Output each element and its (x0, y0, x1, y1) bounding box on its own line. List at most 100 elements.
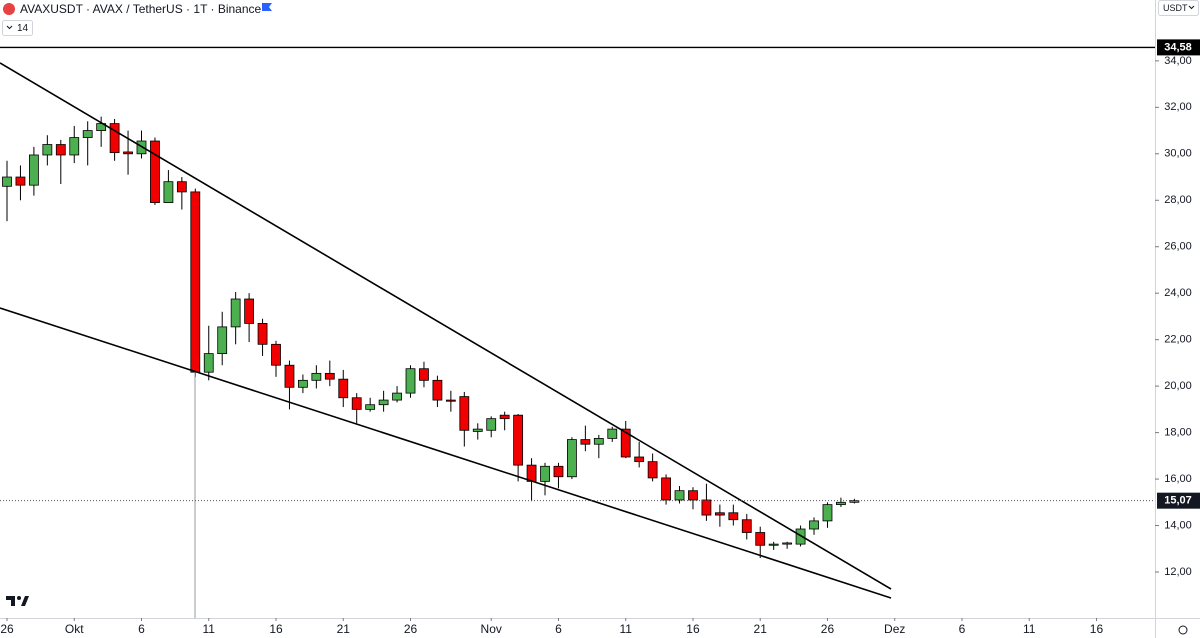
candle-body (768, 543, 779, 546)
candle-body (607, 428, 618, 439)
x-tick-label: 11 (1023, 622, 1036, 636)
candle-body (674, 490, 685, 501)
candle-body (15, 176, 26, 186)
x-tick-label: 11 (203, 622, 216, 636)
candle-body (580, 439, 591, 445)
candle-body (540, 465, 550, 482)
price-label: 34,58 (1164, 41, 1192, 53)
candle-body (351, 397, 362, 410)
candle-body (472, 428, 483, 432)
candle-body (109, 123, 120, 154)
logo (6, 596, 29, 606)
x-tick-label: 21 (337, 622, 351, 636)
last-price-box (1157, 492, 1200, 509)
plot-area (2, 116, 860, 559)
y-tick-label: 14,00 (1164, 519, 1192, 531)
x-tick-label: Dez (884, 622, 905, 636)
price-label-box (1157, 39, 1200, 56)
indicator-badge[interactable]: 14 (17, 23, 29, 34)
x-tick-label: 6 (138, 622, 145, 636)
candle-body (836, 501, 846, 506)
x-tick-label: 6 (555, 622, 562, 636)
candle-body (123, 151, 133, 155)
last-price-label: 15,07 (1164, 495, 1192, 507)
y-tick-label: 28,00 (1164, 194, 1192, 206)
candle-body (311, 372, 322, 381)
candle-body (28, 154, 39, 186)
candle-body (445, 399, 456, 402)
logo-part (21, 596, 29, 606)
candle-body (432, 379, 443, 401)
chevron (6, 25, 13, 30)
settings-icon (1178, 625, 1188, 635)
candle-body (82, 130, 93, 138)
candle-body (244, 298, 255, 324)
candle-body (593, 438, 604, 445)
lower-trend-line (0, 307, 892, 599)
overlay: 12,00 14,00 16,00 18,00 20,00 22,00 24,00 26,00… (0, 39, 1200, 636)
candle-body (190, 191, 201, 373)
x-tick-label: 26 (404, 622, 418, 636)
candle-body (365, 404, 376, 410)
candle-body (701, 499, 712, 516)
x-tick-label: 26 (0, 622, 14, 636)
y-tick-label: 18,00 (1164, 427, 1192, 439)
x-tick-label: 16 (686, 622, 700, 636)
y-tick-label: 30,00 (1164, 148, 1192, 160)
candle-body (755, 532, 766, 546)
currency-label[interactable]: USDT (1163, 3, 1188, 13)
candle-body (728, 512, 739, 521)
candle-body (405, 368, 416, 394)
logo-part (17, 596, 21, 600)
symbol-title: AVAXUSDT · AVAX / TetherUS · 1T · Binanc… (20, 2, 262, 16)
candle-body (553, 465, 564, 478)
chevron (1188, 5, 1195, 10)
candle-body (419, 368, 429, 381)
candle-body (634, 456, 645, 463)
candle-body (620, 428, 631, 458)
candle-body (378, 399, 389, 406)
candle-body (526, 464, 537, 482)
candle-body (459, 396, 470, 431)
candle-body (163, 181, 174, 203)
candle-body (203, 353, 214, 373)
candle-body (499, 414, 510, 420)
currency-box[interactable] (1158, 0, 1199, 16)
x-tick-label: 6 (959, 622, 966, 636)
x-tick-label: 26 (821, 622, 835, 636)
flag-icon[interactable] (262, 3, 272, 11)
x-tick-label: 16 (1090, 622, 1104, 636)
candle-body (661, 477, 671, 501)
upper-trend-line (0, 62, 892, 590)
x-tick-label: 11 (619, 622, 632, 636)
x-tick-label: Okt (65, 622, 84, 636)
candle-body (69, 137, 80, 156)
candle-body (822, 504, 833, 522)
indicator-badge-box[interactable] (2, 20, 33, 36)
candle-body (324, 372, 335, 380)
candle-body (298, 379, 308, 388)
y-tick-label: 16,00 (1164, 473, 1192, 485)
candle-body (271, 343, 281, 366)
candle-body (849, 500, 860, 503)
candle-body (55, 144, 66, 156)
logo-part (6, 596, 15, 606)
symbol-icon (3, 3, 15, 15)
candle-body (741, 519, 752, 533)
candle-body (257, 323, 268, 345)
candle-body (392, 392, 402, 401)
y-tick-label: 12,00 (1164, 566, 1192, 578)
candle-body (284, 364, 295, 388)
candle-body (230, 298, 241, 328)
candle-body (338, 378, 349, 399)
y-tick-label: 26,00 (1164, 241, 1192, 253)
candle-body (647, 461, 658, 479)
candle-body (688, 490, 698, 501)
candle-body (176, 181, 187, 193)
candle-body (150, 140, 160, 203)
y-tick-label: 20,00 (1164, 380, 1192, 392)
candle-body (513, 414, 524, 466)
x-tick-label: 16 (269, 622, 283, 636)
